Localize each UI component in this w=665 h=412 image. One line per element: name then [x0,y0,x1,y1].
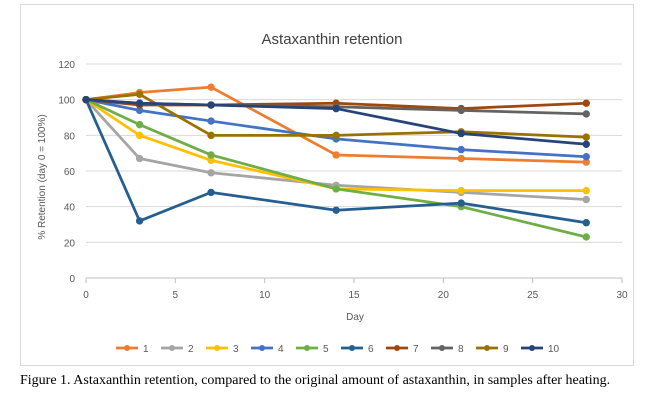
x-tick-label: 25 [527,290,539,301]
legend-item-9: 9 [476,344,509,355]
data-point [207,117,215,125]
data-point [582,140,590,148]
data-point [332,151,340,159]
chart-title: Astaxanthin retention [262,31,403,48]
series-line [85,98,587,146]
series-line [85,98,587,159]
x-tick-label: 5 [173,290,179,301]
y-tick-label: 20 [64,238,76,249]
legend-label: 1 [143,344,149,355]
y-tick-label: 40 [64,203,76,214]
data-point [582,110,590,118]
data-point [332,185,340,193]
data-point [457,106,465,115]
x-tick-label: 20 [438,290,450,301]
data-point [135,99,144,107]
data-point [207,131,215,140]
series-line [85,98,587,239]
series-line [84,99,587,225]
x-tick-label: 10 [259,290,271,301]
legend-swatch-marker [214,345,220,351]
y-tick-label: 100 [58,96,75,107]
legend-item-10: 10 [521,344,560,355]
data-point [207,169,215,177]
legend-label: 6 [368,344,374,355]
data-point [207,101,215,109]
data-point [457,199,465,207]
legend-swatch-marker [349,345,355,351]
data-point [135,154,144,163]
chart-area: Astaxanthin retention 0 20 40 60 80 100 120 0 5 1… [20,4,634,366]
y-tick-label: 0 [69,274,75,285]
data-point [135,217,144,225]
x-axis-label: Day [346,312,364,323]
legend-label: 5 [323,344,329,355]
y-axis-label: % Retention (day 0 = 100%) [37,114,48,239]
data-point [457,129,465,138]
legend-label: 8 [458,344,464,355]
data-point [457,154,465,163]
series-5 [82,95,590,241]
series-line [85,92,587,139]
data-point [582,133,590,141]
series-line [85,85,587,164]
legend-label: 10 [548,344,560,355]
data-point [207,188,215,197]
legend-swatch-marker [169,345,175,351]
data-point [207,83,215,91]
legend-item-2: 2 [161,344,194,355]
data-point [582,233,590,241]
series-line [85,98,587,110]
data-point [582,153,590,161]
data-point [82,95,90,104]
data-point [135,120,144,129]
legend-item-1: 1 [116,344,149,355]
data-point [582,219,590,227]
figure-caption: Figure 1. Astaxanthin retention, compare… [20,373,611,388]
data-point [135,90,144,99]
legend-swatch-marker [529,345,535,351]
legend-item-7: 7 [386,344,419,355]
data-point [582,186,590,195]
legend-swatch-marker [484,345,490,351]
axes: 0 20 40 60 80 100 120 0 5 10 15 20 25 30 [58,60,628,301]
x-tick-label: 0 [83,290,89,301]
legend: 1 2 3 4 5 6 7 8 9 10 [116,344,560,355]
legend-label: 9 [503,344,509,355]
data-point [332,104,340,113]
data-point [457,186,465,195]
data-point [332,131,340,140]
data-point [332,206,340,214]
legend-swatch-marker [259,345,265,351]
y-tick-label: 60 [64,167,76,178]
data-point [582,195,590,204]
data-point [135,131,144,140]
legend-item-4: 4 [251,344,284,355]
series-10 [82,95,590,148]
legend-item-8: 8 [431,344,464,355]
data-point [582,99,590,107]
data-point [207,151,215,159]
legend-item-6: 6 [341,344,374,355]
legend-item-5: 5 [296,344,329,355]
series-line [85,98,587,192]
x-tick-label: 15 [348,290,360,301]
y-tick-label: 120 [58,60,75,71]
legend-swatch-marker [124,345,130,351]
series-line [84,98,587,201]
data-point [457,145,465,154]
legend-label: 2 [188,344,194,355]
legend-label: 3 [233,344,239,355]
y-tick-label: 80 [64,131,76,142]
legend-item-3: 3 [206,344,239,355]
legend-label: 4 [278,344,284,355]
legend-label: 7 [413,344,419,355]
legend-swatch-marker [439,345,445,351]
series-group [82,83,590,241]
legend-swatch-marker [304,345,310,351]
x-tick-label: 30 [616,290,628,301]
legend-swatch-marker [394,345,400,351]
